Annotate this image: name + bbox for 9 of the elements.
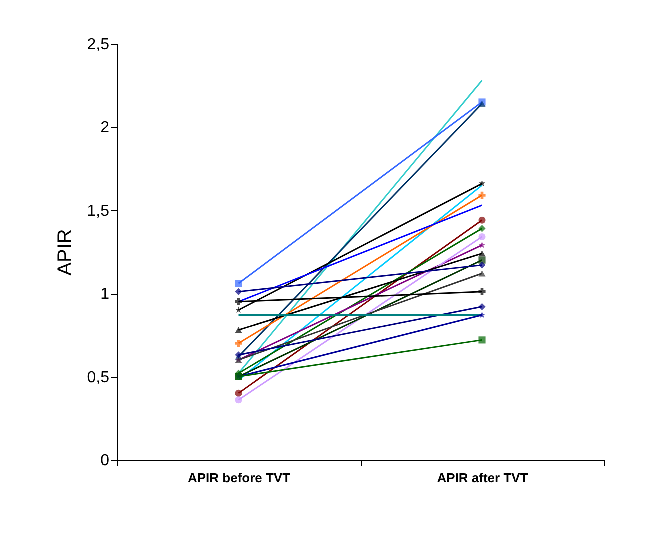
y-tick-label: 0 [100, 452, 110, 470]
y-axis-title: APIR [54, 229, 76, 276]
x-tick-label: APIR after TVT [437, 470, 528, 486]
y-tick-label: 0,5 [87, 369, 110, 386]
x-tick-label: APIR before TVT [188, 470, 291, 486]
y-tick-label: 2,5 [87, 36, 110, 54]
y-tick-label: 1,5 [87, 202, 110, 220]
y-tick-label: 2 [100, 120, 110, 137]
y-tick-label: 1 [100, 286, 110, 304]
